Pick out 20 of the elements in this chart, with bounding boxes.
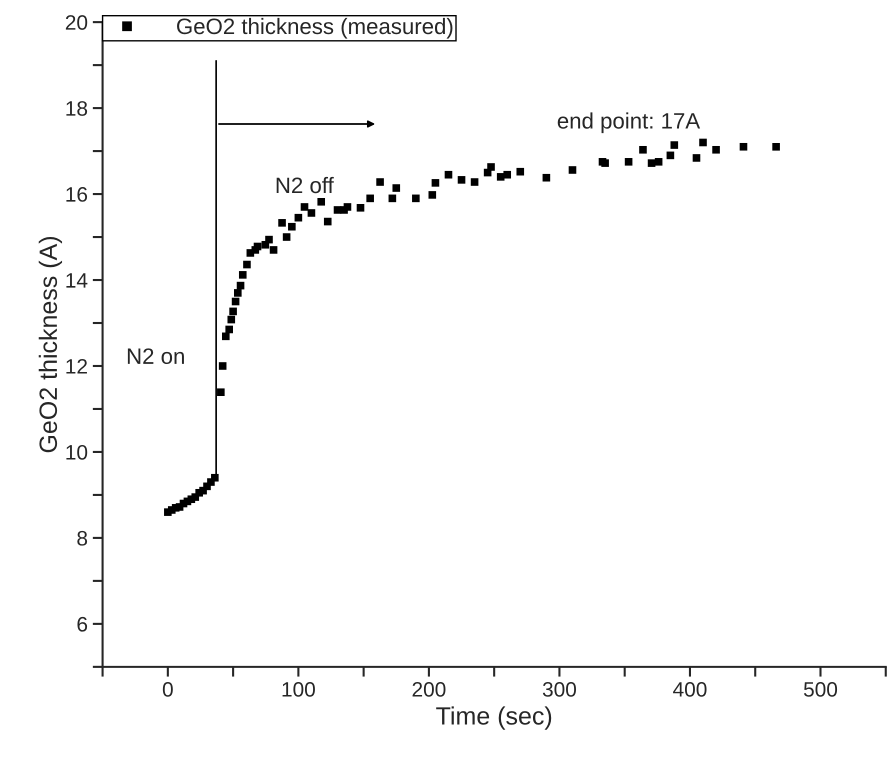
- x-tick-label: 100: [282, 682, 315, 697]
- x-tick-label: 0: [162, 682, 173, 697]
- y-tick-label: 20: [66, 15, 88, 30]
- y-tick-label: 6: [77, 616, 88, 632]
- x-axis-title: Time (sec): [436, 706, 552, 730]
- x-tick-label: 400: [673, 682, 707, 697]
- y-tick-label: 18: [66, 101, 88, 116]
- y-tick-label: 8: [77, 530, 88, 546]
- annotation: N2 off: [276, 176, 334, 194]
- x-tick-label: 200: [412, 682, 446, 697]
- y-tick-label: 10: [66, 444, 88, 460]
- y-tick-label: 16: [66, 187, 88, 202]
- annotation: N2 on: [128, 348, 184, 364]
- annotation: end point: 17A: [558, 112, 700, 134]
- x-tick-label: 300: [542, 682, 576, 697]
- y-tick-label: 14: [66, 273, 88, 288]
- y-tick-label: 12: [66, 358, 87, 374]
- legend-label: GeO2 thickness (measured): [177, 18, 452, 39]
- y-axis-title: GeO2 thickness (A): [38, 236, 62, 452]
- x-tick-label: 500: [804, 682, 838, 697]
